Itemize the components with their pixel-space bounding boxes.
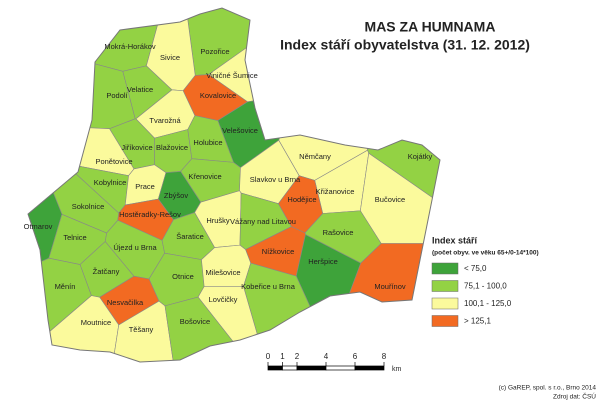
municipality-label: Otmarov xyxy=(24,222,53,231)
municipality-labels: Mokrá-Horákov Pozořice Sivice Viničné Šumic… xyxy=(24,42,433,334)
municipality-label: Velešovice xyxy=(222,126,258,135)
scale-tick-label: 2 xyxy=(295,352,300,361)
municipality-label: Žatčany xyxy=(93,267,120,276)
legend-subtitle: (počet obyv. ve věku 65+/0-14*100) xyxy=(432,250,539,257)
scale-unit: km xyxy=(392,366,402,373)
municipality-label: Heršpice xyxy=(308,257,338,266)
municipality-label: Hrušky xyxy=(206,216,230,225)
municipality-label: Měnín xyxy=(55,282,76,291)
municipality-label: Kovalovice xyxy=(200,91,236,100)
legend: < 75,0 75,1 - 100,0 100,1 - 125,0 > 125,1 xyxy=(431,262,512,327)
region-outline xyxy=(27,7,441,363)
municipality-label: Kobeřice u Brna xyxy=(241,282,296,291)
municipality-label: Nížkovice xyxy=(262,247,295,256)
credit-line: (c) GaREP, spol. s r.o., Brno 2014 xyxy=(499,385,597,392)
scale-tick-label: 8 xyxy=(382,352,387,361)
municipality-label: Nesvačilka xyxy=(107,298,144,307)
municipality-label: Otnice xyxy=(172,272,194,281)
municipality-label: Moutnice xyxy=(81,318,111,327)
municipality-label: Němčany xyxy=(299,152,331,161)
legend-swatch xyxy=(431,262,459,275)
municipality-label: Rašovice xyxy=(323,228,354,237)
municipality-label: Ponětovice xyxy=(95,157,132,166)
scale-tick-label: 4 xyxy=(324,352,329,361)
municipality-label: Jiříkovice xyxy=(121,143,152,152)
scale-segment xyxy=(325,365,356,371)
municipality-label: Telnice xyxy=(63,233,86,242)
scale-tick-label: 1 xyxy=(280,352,285,361)
credit-line: Zdroj dat: ČSÚ xyxy=(553,392,596,401)
scale-tick-label: 0 xyxy=(266,352,271,361)
municipality-label: Pozořice xyxy=(200,47,229,56)
legend-title: Index stáří xyxy=(432,235,478,245)
municipality-label: Blažovice xyxy=(156,143,188,152)
municipality-label: Milešovice xyxy=(205,268,240,277)
municipality-label: Podolí xyxy=(106,91,128,100)
municipality-label: Hodějice xyxy=(287,195,316,204)
legend-label: > 125,1 xyxy=(464,317,491,326)
municipality-label: Kobylnice xyxy=(94,178,127,187)
municipality-label: Lovčičky xyxy=(209,295,238,304)
municipality-label: Velatice xyxy=(127,85,153,94)
scale-segment xyxy=(267,365,283,371)
municipality-label: Prace xyxy=(135,182,155,191)
municipality-label: Vážany nad Litavou xyxy=(230,217,296,226)
municipality-label: Křenovice xyxy=(188,172,221,181)
municipality-label: Sokolnice xyxy=(72,202,105,211)
map-subtitle: Index stáří obyvatelstva (31. 12. 2012) xyxy=(280,37,530,53)
municipality-label: Tvarožná xyxy=(149,116,181,125)
municipality-label: Těšany xyxy=(129,325,154,334)
map-title: MAS ZA HUMNAMA xyxy=(365,19,496,35)
legend-swatch xyxy=(431,280,459,292)
legend-swatch xyxy=(431,297,459,310)
municipality-area xyxy=(28,8,165,72)
legend-label: < 75,0 xyxy=(464,264,487,273)
municipality-label: Viničné Šumice xyxy=(206,71,258,80)
municipality-label: Sivice xyxy=(160,53,180,62)
legend-swatch xyxy=(431,315,459,327)
scale-segment xyxy=(282,365,298,371)
municipality-label: Holubice xyxy=(193,138,222,147)
scale-bar: 0 1 2 4 6 8 km xyxy=(266,352,402,373)
municipality-label: Mokrá-Horákov xyxy=(104,42,156,51)
scale-tick-label: 6 xyxy=(353,352,358,361)
municipality-label: Kojátky xyxy=(408,152,433,161)
scale-segment xyxy=(354,365,385,371)
municipality-label: Slavkov u Brna xyxy=(250,175,301,184)
legend-label: 100,1 - 125,0 xyxy=(464,299,512,308)
municipality-label: Hostěradky-Rešov xyxy=(119,210,181,219)
scale-segment xyxy=(296,365,327,371)
municipality-label: Bučovice xyxy=(375,195,405,204)
municipality-label: Újezd u Brna xyxy=(113,243,157,252)
municipality-label: Zbýšov xyxy=(164,191,188,200)
legend-label: 75,1 - 100,0 xyxy=(464,282,507,291)
municipality-label: Bošovice xyxy=(180,317,210,326)
municipality-label: Šaratice xyxy=(176,232,204,241)
municipality-label: Křižanovice xyxy=(316,187,355,196)
municipality-label: Mouřínov xyxy=(374,282,406,291)
